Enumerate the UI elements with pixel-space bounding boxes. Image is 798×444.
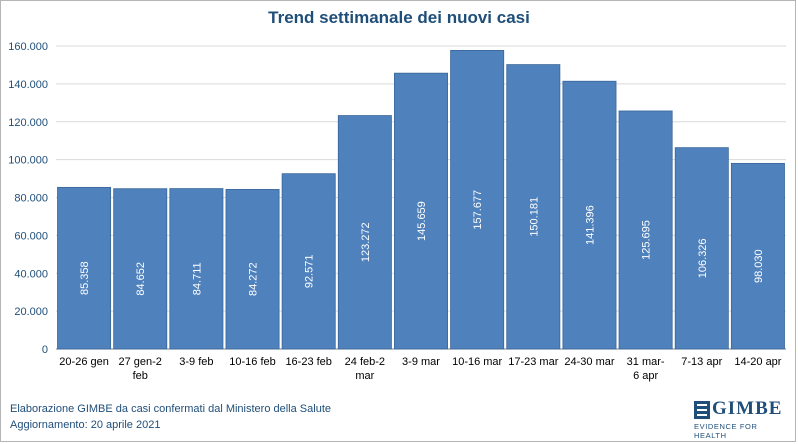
data-label: 85.358	[79, 261, 91, 295]
gimbe-logo-icon	[694, 401, 710, 419]
bar	[57, 186, 112, 350]
bar	[169, 188, 224, 350]
data-label: 145.659	[416, 201, 428, 241]
x-tick-label: 31 mar-	[627, 356, 665, 368]
gimbe-logo: GIMBE EVIDENCE FOR HEALTH	[692, 398, 792, 440]
y-tick-label: 40.000	[14, 268, 48, 280]
data-label: 84.711	[191, 262, 203, 295]
logo-wordmark: GIMBE	[712, 398, 783, 419]
x-tick-label: feb	[133, 370, 148, 382]
bar	[450, 49, 505, 350]
x-tick-label: 10-16 feb	[229, 356, 275, 368]
chart-title: Trend settimanale dei nuovi casi	[268, 8, 530, 27]
x-tick-label: 20-26 gen	[59, 356, 109, 368]
x-tick-label: 14-20 apr	[734, 356, 781, 368]
data-label: 106.326	[697, 238, 709, 278]
x-tick-label: 27 gen-2	[119, 356, 162, 368]
y-tick-label: 20.000	[14, 306, 48, 318]
bar	[281, 173, 336, 350]
data-label: 125.695	[641, 220, 653, 260]
data-label: 84.272	[248, 262, 260, 296]
x-tick-label: 3-9 mar	[402, 356, 440, 368]
bar	[337, 115, 392, 350]
x-tick-label: mar	[355, 370, 374, 382]
y-tick-label: 100.000	[8, 155, 48, 167]
footer-update: Aggiornamento: 20 aprile 2021	[10, 419, 161, 431]
x-tick-label: 10-16 mar	[452, 356, 502, 368]
bar	[730, 162, 785, 350]
bar	[506, 64, 561, 350]
y-tick-label: 60.000	[14, 230, 48, 242]
x-tick-label: 6 apr	[633, 370, 658, 382]
y-tick-label: 0	[42, 344, 48, 356]
y-tick-label: 140.000	[8, 79, 48, 91]
bar	[674, 147, 729, 350]
bar	[618, 110, 673, 350]
data-label: 123.272	[360, 222, 372, 262]
bar	[394, 72, 448, 350]
x-tick-label: 16-23 feb	[285, 356, 331, 368]
footer-source: Elaborazione GIMBE da casi confermati da…	[10, 403, 331, 415]
y-tick-label: 80.000	[14, 193, 48, 205]
bar	[562, 80, 617, 350]
y-tick-label: 160.000	[8, 41, 48, 53]
x-tick-label: 24-30 mar	[564, 356, 614, 368]
data-label: 84.652	[135, 262, 147, 296]
data-label: 92.571	[304, 255, 316, 289]
bar	[113, 188, 168, 350]
data-label: 157.677	[472, 190, 484, 230]
data-label: 98.030	[753, 249, 765, 283]
x-tick-label: 7-13 apr	[681, 356, 722, 368]
bar	[225, 189, 280, 350]
y-tick-label: 120.000	[8, 117, 48, 129]
x-tick-label: 17-23 mar	[508, 356, 558, 368]
data-label: 141.396	[584, 205, 596, 245]
x-tick-label: 3-9 feb	[179, 356, 213, 368]
footer: Elaborazione GIMBE da casi confermati da…	[10, 401, 331, 433]
data-label: 150.181	[528, 197, 540, 237]
x-tick-label: 24 feb-2	[345, 356, 385, 368]
logo-tagline: EVIDENCE FOR HEALTH	[694, 422, 758, 440]
